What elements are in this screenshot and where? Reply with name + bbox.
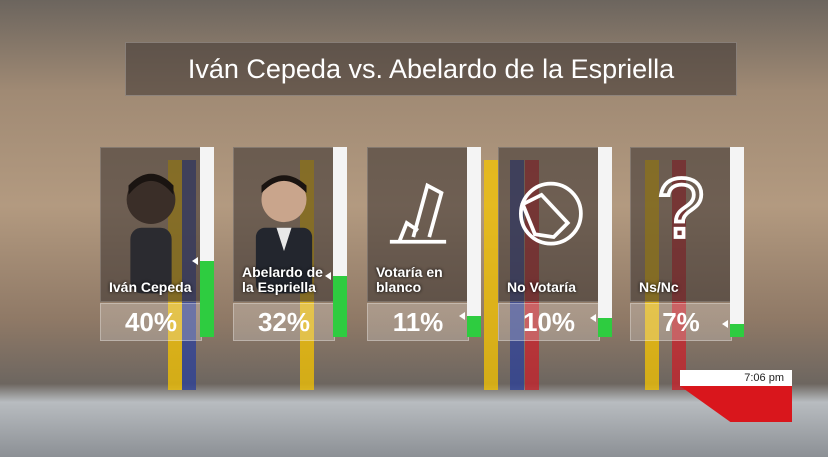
gauge-track bbox=[467, 147, 481, 337]
gauge-pointer bbox=[459, 312, 465, 321]
flag-stripe bbox=[484, 160, 498, 390]
gauge-track bbox=[598, 147, 612, 337]
category-panel: No Votaría bbox=[498, 147, 600, 302]
value-label: 11% bbox=[367, 303, 469, 341]
category-panel: Iván Cepeda bbox=[100, 147, 202, 302]
category-label: No Votaría bbox=[507, 279, 576, 295]
category-label: Ns/Nc bbox=[639, 279, 679, 295]
category-icon bbox=[389, 182, 447, 244]
category-panel: Votaría en blanco bbox=[367, 147, 469, 302]
category-panel: Abelardo de la Espriella bbox=[233, 147, 335, 302]
category-icon: ? bbox=[656, 159, 707, 257]
category-panel: ? Ns/Nc bbox=[630, 147, 732, 302]
gauge-pointer bbox=[192, 257, 198, 265]
bar bbox=[730, 323, 744, 337]
bar bbox=[467, 316, 481, 337]
channel-logo bbox=[680, 386, 792, 422]
category-icon bbox=[255, 175, 313, 294]
category-icon bbox=[519, 181, 583, 246]
value-label: 10% bbox=[498, 303, 600, 341]
clock: 7:06 pm bbox=[680, 370, 792, 386]
category-label: Votaría en blanco bbox=[376, 264, 443, 295]
category-label: Iván Cepeda bbox=[109, 279, 192, 295]
gauge-pointer bbox=[722, 319, 728, 328]
gauge-track bbox=[730, 147, 744, 337]
value-label: 32% bbox=[233, 303, 335, 341]
bar bbox=[200, 261, 214, 337]
category-label: Abelardo de la Espriella bbox=[242, 264, 323, 295]
gauge-pointer bbox=[590, 314, 596, 322]
gauge-pointer bbox=[325, 272, 331, 281]
bar bbox=[598, 318, 612, 337]
bar bbox=[333, 276, 347, 337]
value-label: 7% bbox=[630, 303, 732, 341]
gauge-track bbox=[333, 147, 347, 337]
gauge-track bbox=[200, 147, 214, 337]
svg-text:?: ? bbox=[658, 161, 705, 255]
category-icon bbox=[126, 173, 176, 294]
value-label: 40% bbox=[100, 303, 202, 341]
chart-title: Iván Cepeda vs. Abelardo de la Espriella bbox=[125, 42, 737, 96]
